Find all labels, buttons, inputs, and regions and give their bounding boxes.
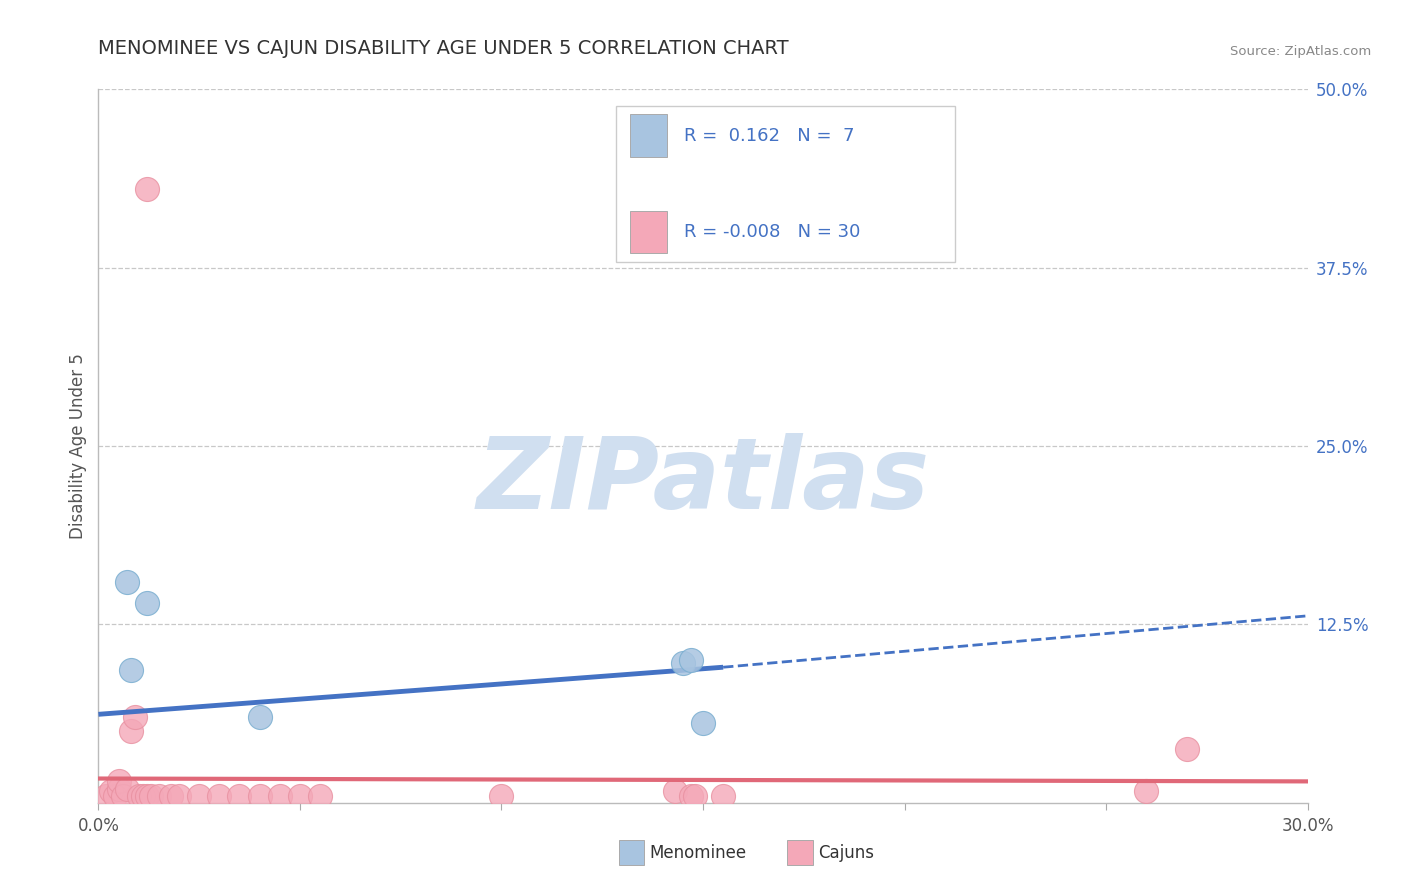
Point bbox=[120, 724, 142, 739]
Point bbox=[107, 781, 129, 796]
Point bbox=[100, 784, 122, 798]
Point bbox=[120, 663, 142, 677]
Point bbox=[167, 789, 190, 803]
Text: Menominee: Menominee bbox=[650, 844, 747, 862]
Point bbox=[288, 789, 311, 803]
Point bbox=[115, 781, 138, 796]
Point bbox=[135, 789, 157, 803]
Point bbox=[1175, 741, 1198, 756]
Point bbox=[679, 789, 702, 803]
Point bbox=[124, 710, 146, 724]
FancyBboxPatch shape bbox=[630, 114, 666, 157]
FancyBboxPatch shape bbox=[616, 105, 955, 262]
Text: Source: ZipAtlas.com: Source: ZipAtlas.com bbox=[1230, 45, 1371, 58]
Point bbox=[269, 789, 291, 803]
Point bbox=[228, 789, 250, 803]
Text: MENOMINEE VS CAJUN DISABILITY AGE UNDER 5 CORRELATION CHART: MENOMINEE VS CAJUN DISABILITY AGE UNDER … bbox=[98, 39, 789, 58]
Point bbox=[103, 789, 125, 803]
Point bbox=[491, 789, 513, 803]
Point bbox=[711, 789, 734, 803]
Point bbox=[160, 789, 183, 803]
Point bbox=[679, 653, 702, 667]
Point bbox=[96, 789, 118, 803]
Point bbox=[1135, 784, 1157, 798]
Point bbox=[128, 789, 150, 803]
Point bbox=[107, 774, 129, 789]
Point bbox=[208, 789, 231, 803]
Text: Cajuns: Cajuns bbox=[818, 844, 875, 862]
Point bbox=[132, 789, 155, 803]
Text: ZIPatlas: ZIPatlas bbox=[477, 434, 929, 530]
Point bbox=[139, 789, 162, 803]
Text: R =  0.162   N =  7: R = 0.162 N = 7 bbox=[683, 127, 855, 145]
Point bbox=[135, 596, 157, 610]
FancyBboxPatch shape bbox=[630, 211, 666, 253]
Point bbox=[148, 789, 170, 803]
Point bbox=[135, 182, 157, 196]
Point bbox=[111, 789, 134, 803]
Point bbox=[672, 656, 695, 670]
Y-axis label: Disability Age Under 5: Disability Age Under 5 bbox=[69, 353, 87, 539]
Point bbox=[188, 789, 211, 803]
Point bbox=[683, 789, 706, 803]
Point bbox=[249, 710, 271, 724]
Point bbox=[664, 784, 686, 798]
Point bbox=[692, 715, 714, 730]
Point bbox=[115, 574, 138, 589]
Point bbox=[309, 789, 332, 803]
Text: R = -0.008   N = 30: R = -0.008 N = 30 bbox=[683, 223, 860, 241]
Point bbox=[249, 789, 271, 803]
